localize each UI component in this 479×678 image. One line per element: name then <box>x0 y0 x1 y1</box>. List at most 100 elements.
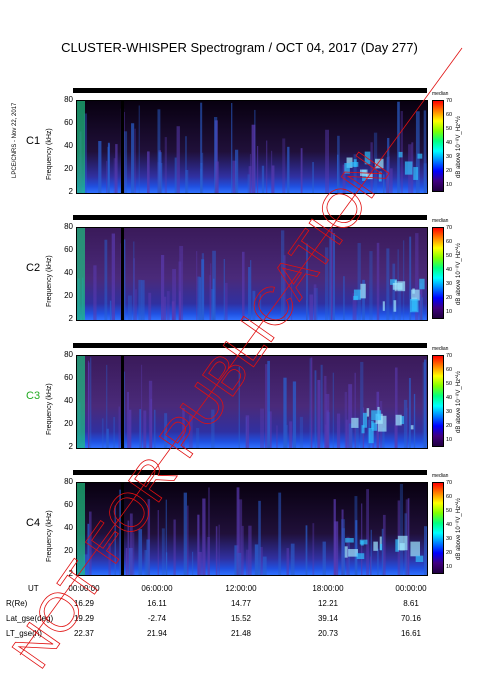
spectrogram-streak <box>258 500 261 575</box>
spectrogram-streak <box>246 549 249 575</box>
spectrogram-streak <box>127 391 129 448</box>
emission-patch <box>344 546 348 558</box>
spectrogram-streak <box>312 523 315 575</box>
emission-patch <box>417 153 423 159</box>
emission-patch <box>382 301 385 311</box>
orbit-value: 00:00:00 <box>68 584 100 593</box>
emission-patch <box>404 161 413 175</box>
spectrogram-streak <box>250 260 252 320</box>
spectrogram-streak <box>343 276 345 320</box>
spectrogram-streak <box>314 370 317 448</box>
orbit-row-label: UT <box>28 584 39 593</box>
spectrogram-streak <box>192 551 194 575</box>
emission-patch <box>368 427 374 444</box>
spectrogram-streak <box>106 160 108 193</box>
y-tick-label: 40 <box>64 141 73 150</box>
colorbar-tick: 60 <box>446 112 453 118</box>
spectrogram-streak <box>157 510 159 575</box>
spectrogram-streak <box>306 243 308 320</box>
spectrogram-streak <box>139 409 141 448</box>
spectrogram-plot <box>76 355 428 449</box>
satellite-label: C2 <box>26 262 41 274</box>
side-note: LPCE/CNRS - Nov 22, 2017 <box>4 68 20 178</box>
colorbar <box>432 227 444 319</box>
spectrogram-streak <box>271 165 275 193</box>
spectrogram-streak <box>265 364 268 448</box>
y-tick-label: 80 <box>64 350 73 359</box>
spectrogram-streak <box>309 358 311 448</box>
spectrogram-streak <box>423 163 427 193</box>
colorbar-tick: 30 <box>446 281 453 287</box>
spectrogram-streak <box>123 239 126 320</box>
colorbar-tick: 30 <box>446 154 453 160</box>
y-tick-label: 2 <box>68 442 73 451</box>
spectrogram-streak <box>394 424 398 448</box>
spectrogram-streak <box>113 158 116 193</box>
colorbar-label: dB above 10⁻⁸V_Hz^½ <box>456 243 462 305</box>
emission-patch <box>371 420 374 429</box>
spectrogram-streak <box>143 410 147 448</box>
spectrogram-streak <box>150 398 153 448</box>
spectrogram-streak <box>101 418 104 448</box>
spectrogram-streak <box>257 145 259 193</box>
orbit-value: 00:00:00 <box>395 584 427 593</box>
spectrogram-streak <box>326 410 329 448</box>
spectrogram-streak <box>165 499 168 575</box>
spectrogram-streak <box>361 503 363 575</box>
spectrogram-image <box>77 228 427 320</box>
spectrogram-streak <box>201 253 205 320</box>
colorbar-tick: 20 <box>446 550 453 556</box>
y-tick-label: 80 <box>64 222 73 231</box>
y-tick-label: 40 <box>64 268 73 277</box>
spectrogram-streak <box>135 289 137 320</box>
spectrogram-streak <box>261 165 265 193</box>
spectrogram-streak <box>109 300 112 320</box>
spectrogram-streak <box>166 291 170 320</box>
spectrogram-streak <box>107 142 110 193</box>
spectrogram-streak <box>172 269 177 320</box>
spectrogram-streak <box>127 520 130 575</box>
edge-emission <box>77 483 85 575</box>
side-note-text: LPCE/CNRS - Nov 22, 2017 <box>12 102 18 178</box>
colorbar-tick: 50 <box>446 508 453 514</box>
emission-patch <box>371 410 382 421</box>
emission-patch <box>356 553 365 560</box>
spectrogram-streak <box>245 415 250 448</box>
colorbar-tick: 60 <box>446 494 453 500</box>
y-tick-label: 2 <box>68 314 73 323</box>
orbit-value: 12:00:00 <box>225 584 257 593</box>
spectrogram-streak <box>87 362 90 448</box>
colorbar-tick: 70 <box>446 225 453 231</box>
spectrogram-streak <box>141 280 145 320</box>
emission-patch <box>360 283 366 299</box>
data-gap <box>121 228 124 320</box>
emission-patch <box>410 425 414 430</box>
orbit-value: 16.29 <box>73 599 95 608</box>
spectrogram-streak <box>163 296 167 320</box>
emission-patch <box>411 289 420 301</box>
spectrogram-streak <box>287 146 290 193</box>
spectrogram-streak <box>215 526 218 575</box>
spectrogram-streak <box>140 364 143 448</box>
spectrogram-streak <box>345 419 349 448</box>
spectrogram-streak <box>241 251 245 320</box>
spectrogram-streak <box>355 426 359 448</box>
orbit-value: 8.61 <box>403 599 419 608</box>
emission-patch <box>410 299 419 313</box>
y-axis-label: Frequency (kHz) <box>46 128 53 180</box>
emission-patch <box>345 538 354 543</box>
spectrogram-streak <box>231 103 233 193</box>
colorbar-tick: 10 <box>446 564 453 570</box>
emission-patch <box>351 417 359 428</box>
emission-patch <box>359 539 368 545</box>
spectrogram-streak <box>188 415 193 448</box>
orbit-value: -2.74 <box>147 614 167 623</box>
orbit-value: 21.48 <box>230 629 252 638</box>
spectrogram-streak <box>310 357 313 448</box>
spectrogram-streak <box>376 242 380 320</box>
spectrogram-streak <box>147 151 150 193</box>
spectrogram-streak <box>322 541 326 575</box>
spectrogram-streak <box>370 556 372 575</box>
colorbar-tick: 20 <box>446 423 453 429</box>
spectrogram-streak <box>280 230 285 320</box>
